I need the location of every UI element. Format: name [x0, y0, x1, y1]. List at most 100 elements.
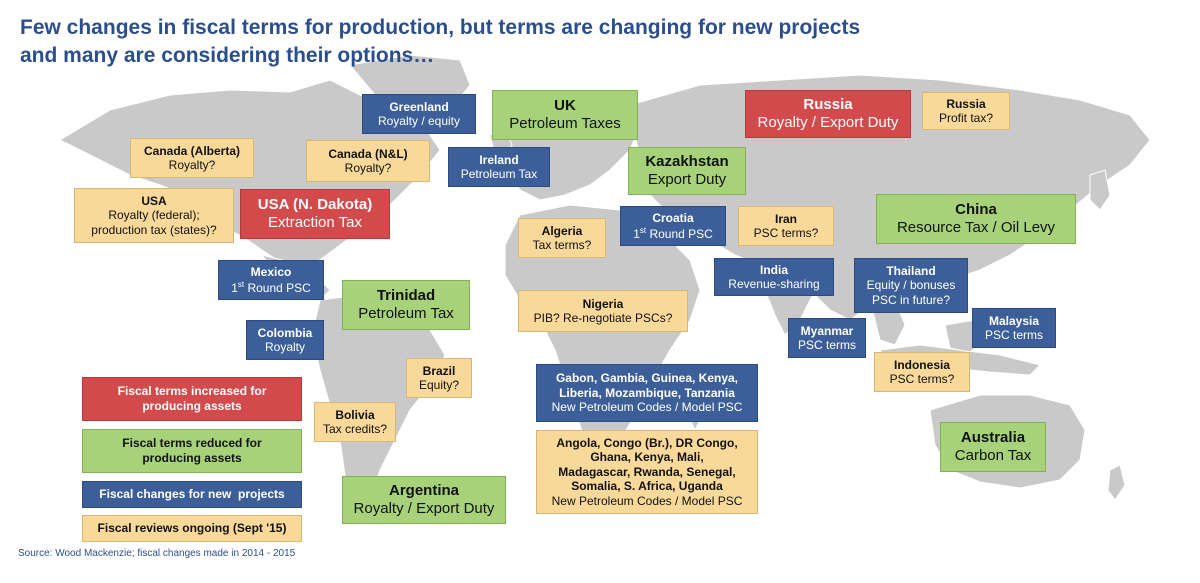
- box-gabon-line-3: New Petroleum Codes / Model PSC: [551, 400, 743, 415]
- box-ireland: Ireland Petroleum Tax: [448, 147, 550, 187]
- box-croatia: Croatia 1st Round PSC: [620, 206, 726, 246]
- box-algeria-country: Algeria: [541, 223, 583, 238]
- box-ireland-country: Ireland: [479, 152, 519, 167]
- box-algeria-detail: Tax terms?: [532, 238, 592, 252]
- box-bolivia: Bolivia Tax credits?: [314, 402, 396, 442]
- box-kazakhstan-detail: Export Duty: [647, 171, 727, 188]
- box-kazakhstan: Kazakhstan Export Duty: [628, 147, 746, 195]
- legend-reviews: Fiscal reviews ongoing (Sept '15): [82, 515, 302, 542]
- legend-reduced-line-1: Fiscal terms reduced for: [122, 436, 262, 450]
- legend-increased-line-1: Fiscal terms increased for: [117, 384, 267, 398]
- box-kazakhstan-country: Kazakhstan: [645, 153, 729, 170]
- box-argentina: Argentina Royalty / Export Duty: [342, 476, 506, 524]
- legend-increased: Fiscal terms increased for producing ass…: [82, 377, 302, 421]
- box-iran-detail: PSC terms?: [753, 226, 819, 240]
- box-australia: Australia Carbon Tax: [940, 422, 1046, 472]
- box-greenland-detail: Royalty / equity: [377, 114, 461, 128]
- box-indonesia: Indonesia PSC terms?: [874, 352, 970, 392]
- box-argentina-detail: Royalty / Export Duty: [353, 500, 495, 517]
- box-trinidad-country: Trinidad: [376, 287, 436, 304]
- box-croatia-country: Croatia: [652, 211, 694, 226]
- box-usa: USA Royalty (federal); production tax (s…: [74, 188, 234, 243]
- box-australia-country: Australia: [960, 429, 1026, 446]
- box-croatia-detail: 1st Round PSC: [633, 225, 713, 241]
- box-russia-red-country: Russia: [803, 96, 853, 113]
- box-gabon-line-2: Liberia, Mozambique, Tanzania: [559, 385, 735, 400]
- box-angola-line-5: New Petroleum Codes / Model PSC: [551, 493, 743, 508]
- box-mexico: Mexico 1st Round PSC: [218, 260, 324, 300]
- box-uk: UK Petroleum Taxes: [492, 90, 638, 140]
- box-canada-alberta: Canada (Alberta) Royalty?: [130, 138, 254, 178]
- box-nigeria: Nigeria PIB? Re-negotiate PSCs?: [518, 290, 688, 332]
- box-usa-detail-2: production tax (states)?: [91, 222, 217, 237]
- box-india: India Revenue-sharing: [714, 258, 834, 296]
- legend-reviews-label: Fiscal reviews ongoing (Sept '15): [97, 521, 287, 535]
- box-myanmar: Myanmar PSC terms: [788, 318, 866, 358]
- box-trinidad-detail: Petroleum Tax: [358, 305, 454, 322]
- box-myanmar-country: Myanmar: [800, 323, 854, 338]
- box-malaysia-country: Malaysia: [988, 313, 1040, 328]
- box-canada-nl-detail: Royalty?: [344, 161, 392, 175]
- box-colombia: Colombia Royalty: [246, 320, 324, 360]
- box-angola-line-1: Angola, Congo (Br.), DR Congo,: [556, 436, 738, 451]
- box-brazil: Brazil Equity?: [406, 358, 472, 398]
- box-canada-nl-country: Canada (N&L): [328, 146, 408, 161]
- box-usa-nd-country: USA (N. Dakota): [257, 196, 373, 213]
- box-colombia-detail: Royalty: [264, 340, 305, 354]
- box-australia-detail: Carbon Tax: [954, 447, 1032, 464]
- legend-increased-line-2: producing assets: [142, 399, 242, 413]
- box-indonesia-country: Indonesia: [893, 357, 950, 372]
- page-title: Few changes in fiscal terms for producti…: [20, 14, 1120, 70]
- legend-reduced-line-2: producing assets: [142, 451, 242, 465]
- box-china-detail: Resource Tax / Oil Levy: [896, 219, 1056, 236]
- box-brazil-country: Brazil: [422, 363, 456, 378]
- box-china: China Resource Tax / Oil Levy: [876, 194, 1076, 244]
- legend-new-projects-label: Fiscal changes for new projects: [99, 487, 285, 501]
- box-ireland-detail: Petroleum Tax: [460, 167, 538, 181]
- box-gabon-group: Gabon, Gambia, Guinea, Kenya, Liberia, M…: [536, 364, 758, 422]
- box-brazil-detail: Equity?: [418, 378, 460, 392]
- box-angola-line-3: Madagascar, Rwanda, Senegal,: [558, 464, 736, 479]
- land-new-zealand: [1107, 464, 1126, 501]
- box-greenland: Greenland Royalty / equity: [362, 94, 476, 134]
- box-china-country: China: [955, 201, 997, 218]
- box-russia-red-detail: Royalty / Export Duty: [757, 114, 899, 131]
- box-greenland-country: Greenland: [389, 99, 449, 114]
- legend-reduced: Fiscal terms reduced for producing asset…: [82, 429, 302, 473]
- box-colombia-country: Colombia: [257, 325, 313, 340]
- box-india-detail: Revenue-sharing: [728, 277, 820, 291]
- box-mexico-country: Mexico: [250, 265, 292, 280]
- box-canada-nl: Canada (N&L) Royalty?: [306, 140, 430, 182]
- box-canada-alberta-detail: Royalty?: [168, 158, 216, 172]
- box-india-country: India: [759, 262, 788, 277]
- box-russia-tan: Russia Profit tax?: [922, 92, 1010, 130]
- box-indonesia-detail: PSC terms?: [889, 372, 955, 386]
- title-line-1: Few changes in fiscal terms for producti…: [20, 16, 861, 39]
- box-russia-tan-detail: Profit tax?: [938, 111, 994, 125]
- box-thailand-detail-1: Equity / bonuses: [866, 278, 956, 293]
- box-usa-nd: USA (N. Dakota) Extraction Tax: [240, 189, 390, 239]
- box-angola-line-4: Somalia, S. Africa, Uganda: [571, 479, 723, 494]
- source-note: Source: Wood Mackenzie; fiscal changes m…: [18, 548, 296, 559]
- box-bolivia-detail: Tax credits?: [322, 422, 388, 436]
- title-line-2: and many are considering their options…: [20, 44, 435, 67]
- box-nigeria-country: Nigeria: [582, 296, 624, 311]
- box-usa-nd-detail: Extraction Tax: [268, 214, 362, 231]
- box-canada-alberta-country: Canada (Alberta): [143, 143, 241, 158]
- box-russia-tan-country: Russia: [946, 96, 986, 111]
- box-thailand: Thailand Equity / bonuses PSC in future?: [854, 258, 968, 313]
- box-uk-detail: Petroleum Taxes: [509, 115, 621, 132]
- box-nigeria-detail: PIB? Re-negotiate PSCs?: [533, 311, 673, 325]
- box-iran: Iran PSC terms?: [738, 206, 834, 246]
- box-malaysia: Malaysia PSC terms: [972, 308, 1056, 348]
- box-mexico-detail: 1st Round PSC: [231, 279, 311, 295]
- legend-new-projects: Fiscal changes for new projects: [82, 481, 302, 508]
- box-usa-detail-1: Royalty (federal);: [108, 208, 200, 223]
- box-iran-country: Iran: [774, 211, 797, 226]
- box-bolivia-country: Bolivia: [335, 407, 375, 422]
- box-argentina-country: Argentina: [388, 482, 459, 499]
- box-angola-group: Angola, Congo (Br.), DR Congo, Ghana, Ke…: [536, 430, 758, 514]
- land-japan: [1089, 169, 1111, 211]
- box-russia-red: Russia Royalty / Export Duty: [745, 90, 911, 138]
- box-uk-country: UK: [554, 97, 576, 114]
